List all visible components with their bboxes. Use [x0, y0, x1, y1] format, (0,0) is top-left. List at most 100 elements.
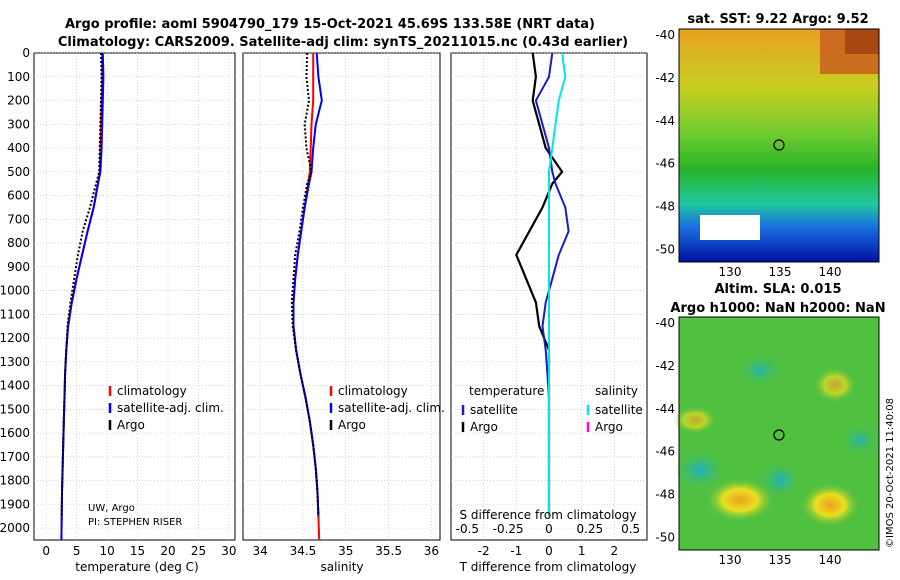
difference-panel: -2 -1 0 1 2 -0.5 -0.25 0 0.25 0.5 temperature salin… [450, 52, 648, 558]
y-tick-label: 800 [7, 236, 30, 250]
y-tick-label: 300 [7, 117, 30, 131]
sst-hot-patch [845, 29, 879, 54]
y-tick-label: 1000 [0, 284, 30, 298]
x-tick-label: 1 [578, 544, 586, 558]
legend-label: climatology [117, 384, 187, 398]
series-line [290, 52, 320, 517]
y-tick-label: 400 [7, 141, 30, 155]
x2-tick-label: 0.25 [576, 522, 603, 536]
difference-xlabel2: S difference from climatology [460, 508, 637, 522]
map-x-tick: 130 [719, 553, 742, 567]
sst-map [678, 28, 880, 263]
x-tick-label: 34.5 [290, 544, 317, 558]
y-tick-label: 1600 [0, 426, 30, 440]
x-tick-label: 35 [338, 544, 353, 558]
y-tick-label: 600 [7, 189, 30, 203]
sla-high-blob [800, 483, 860, 527]
sla-low-blob [842, 424, 878, 456]
sst-map-title: sat. SST: 9.22 Argo: 9.52 [687, 12, 868, 27]
y-tick-label: 1800 [0, 474, 30, 488]
sla-argo-marker [773, 429, 785, 441]
map-y-tick: -44 [655, 114, 675, 128]
y-tick-label: 1900 [0, 497, 30, 511]
x2-tick-label: 0 [545, 522, 553, 536]
map-y-tick: -44 [655, 402, 675, 416]
x-tick-label: 36 [424, 544, 439, 558]
temperature-xlabel: temperature (deg C) [75, 560, 198, 574]
map-y-tick: -46 [655, 445, 675, 459]
map-y-tick: -48 [655, 200, 675, 214]
map-y-tick: -42 [655, 71, 675, 85]
x-tick-label: 2 [611, 544, 619, 558]
series-line [60, 52, 103, 517]
series-line [60, 52, 105, 541]
y-tick-label: 100 [7, 70, 30, 84]
y-tick-label: 0 [22, 46, 30, 60]
sla-high-blob [673, 406, 717, 434]
x-tick-label: 15 [130, 544, 145, 558]
x-tick-label: 5 [73, 544, 81, 558]
y-tick-label: 1300 [0, 355, 30, 369]
x-tick-label: 10 [99, 544, 114, 558]
sst-missing-data [700, 215, 760, 240]
x-tick-label: 20 [160, 544, 175, 558]
difference-xlabel: T difference from climatology [459, 560, 637, 574]
salinity-xlabel: salinity [320, 560, 363, 574]
header-line1: Argo profile: aoml 5904790_179 15-Oct-20… [65, 17, 595, 32]
map-y-tick: -48 [655, 488, 675, 502]
legend-label: Argo [117, 418, 145, 432]
y-tick-label: 700 [7, 212, 30, 226]
x-tick-label: 34 [252, 544, 267, 558]
temperature-panel: 0100200300400500600700800900100011001200… [0, 46, 237, 558]
sla-low-blob [675, 450, 725, 490]
legend-label: Argo [595, 420, 623, 434]
legend-label: Argo [338, 418, 366, 432]
map-x-tick: 130 [719, 265, 742, 279]
map-x-tick: 140 [819, 265, 842, 279]
legend-label: Argo [470, 420, 498, 434]
sst-map-frame [678, 28, 880, 263]
credit-line1: UW, Argo [88, 503, 135, 514]
map-x-tick: 135 [769, 553, 792, 567]
imos-stamp: ©IMOS 20-Oct-2021 11:40:08 [885, 398, 896, 548]
legend-label: satellite-adj. clim. [338, 401, 445, 415]
y-tick-label: 1100 [0, 307, 30, 321]
legend-title: salinity [595, 384, 638, 398]
plot-frame [242, 52, 441, 541]
x-tick-label: 35.5 [375, 544, 402, 558]
series-line [548, 52, 567, 517]
legend-title: temperature [469, 384, 544, 398]
map-y-tick: -50 [655, 242, 675, 256]
legend-label: climatology [338, 384, 408, 398]
x-tick-label: -2 [478, 544, 490, 558]
map-y-tick: -40 [655, 316, 675, 330]
y-tick-label: 200 [7, 94, 30, 108]
sla-map-title2: Argo h1000: NaN h2000: NaN [670, 301, 885, 316]
y-tick-label: 500 [7, 165, 30, 179]
map-x-tick: 140 [819, 553, 842, 567]
legend-label: satellite [470, 403, 518, 417]
y-tick-label: 1400 [0, 379, 30, 393]
x-tick-label: 30 [221, 544, 236, 558]
x-tick-label: 0 [545, 544, 553, 558]
header-line2: Climatology: CARS2009. Satellite-adj cli… [58, 35, 628, 50]
sla-low-blob [738, 354, 782, 386]
sla-low-blob [760, 462, 800, 498]
x2-tick-label: -0.25 [493, 522, 524, 536]
y-tick-label: 1500 [0, 402, 30, 416]
y-tick-label: 1200 [0, 331, 30, 345]
sla-map-title1: Altim. SLA: 0.015 [715, 282, 842, 297]
sla-high-blob [705, 478, 775, 522]
x-tick-label: 0 [42, 544, 50, 558]
sla-map-ticks: 130 135 140 -40 -42 -44 -46 -48 -50 [655, 316, 841, 567]
map-y-tick: -42 [655, 359, 675, 373]
legend-label: satellite [595, 403, 643, 417]
x2-tick-label: 0.5 [621, 522, 640, 536]
credit-line2: PI: STEPHEN RISER [88, 517, 182, 528]
legend-label: satellite-adj. clim. [117, 401, 224, 415]
map-y-tick: -50 [655, 530, 675, 544]
x-tick-label: -1 [510, 544, 522, 558]
plot-frame [33, 52, 236, 541]
sla-map-frame [678, 316, 880, 551]
